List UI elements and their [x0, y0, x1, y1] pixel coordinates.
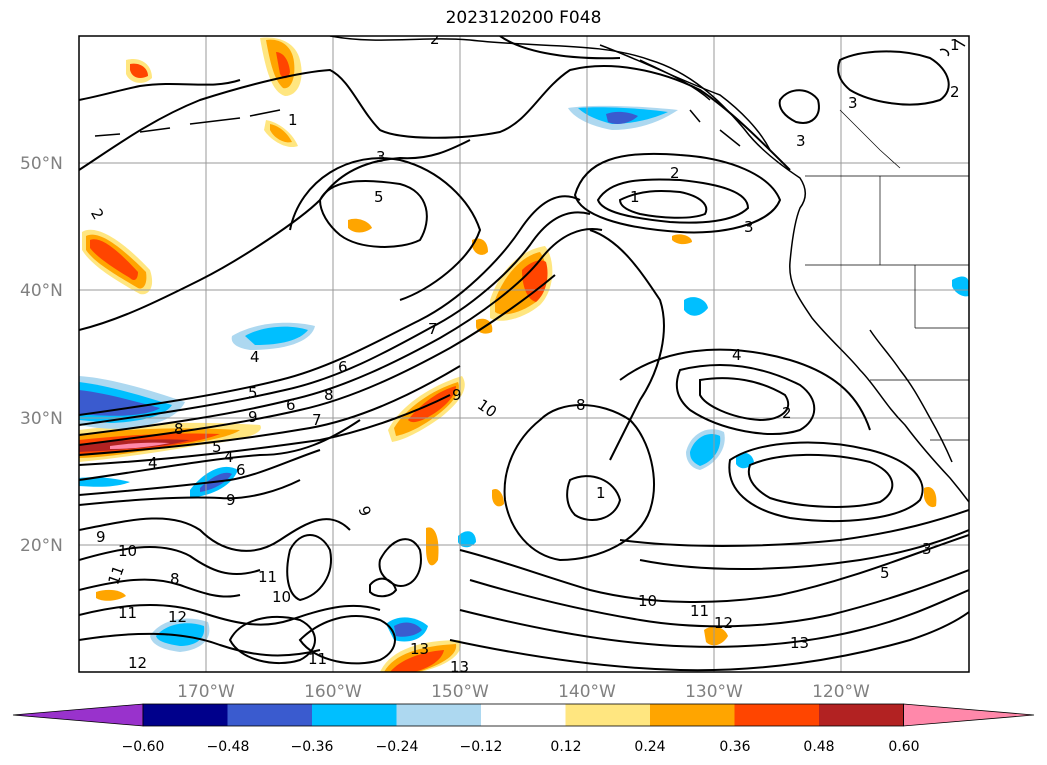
- contour-label: 10: [638, 592, 657, 610]
- contour-label: 1: [288, 111, 298, 129]
- latitude-labels: 50°N 40°N 30°N 20°N: [20, 154, 63, 556]
- contour-label: 2: [430, 30, 440, 48]
- contour-label: 11: [308, 650, 327, 668]
- lat-label: 20°N: [20, 536, 63, 556]
- contour-label: 10: [118, 542, 137, 560]
- lat-label: 30°N: [20, 409, 63, 429]
- contour-label: 3: [796, 132, 806, 150]
- colorbar-segment: [565, 704, 651, 726]
- contour-label: 8: [170, 570, 180, 588]
- contour-label: 2: [782, 404, 792, 422]
- longitude-labels: 170°W 160°W 150°W 140°W 130°W 120°W: [177, 682, 870, 702]
- contour-label: 2: [670, 164, 680, 182]
- contour-label: 6: [236, 461, 246, 479]
- contour-label: 5: [248, 384, 258, 402]
- contour-label: 3: [922, 540, 932, 558]
- contour-label: 8: [324, 386, 334, 404]
- contour-label: 9: [355, 504, 375, 519]
- contour-label: 5: [212, 438, 222, 456]
- shading-layer: [79, 37, 969, 672]
- contour-label: 7: [312, 411, 322, 429]
- contour-label: 3: [744, 218, 754, 236]
- contour-label: 10: [474, 396, 500, 422]
- contour-label: 9: [248, 408, 258, 426]
- contour-label: 13: [790, 634, 809, 652]
- colorbar-tick: −0.12: [460, 739, 503, 755]
- colorbar: [12, 703, 1035, 727]
- colorbar-segment: [227, 704, 313, 726]
- map-area: 2 3 5 1 2 3 3 3 2 1 2 1 7 6 4 5 8 6 9 10…: [79, 30, 969, 676]
- contour-labels: 2 3 5 1 2 3 3 3 2 1 2 1 7 6 4 5 8 6 9 10…: [87, 30, 960, 676]
- colorbar-tick: −0.48: [207, 739, 250, 755]
- lon-label: 160°W: [304, 682, 362, 702]
- contour-label: 5: [374, 188, 384, 206]
- colorbar-tick: −0.24: [376, 739, 419, 755]
- lon-label: 130°W: [685, 682, 743, 702]
- contour-label: 4: [224, 448, 234, 466]
- contour-label: 1: [630, 188, 640, 206]
- colorbar-segment: [481, 704, 566, 726]
- contour-label: 1: [596, 484, 606, 502]
- lat-label: 40°N: [20, 281, 63, 301]
- colorbar-tick-labels: −0.60 −0.48 −0.36 −0.24 −0.12 0.12 0.24 …: [122, 739, 920, 755]
- contour-label: 2: [87, 206, 107, 223]
- lon-label: 150°W: [431, 682, 489, 702]
- contour-label: 9: [96, 528, 106, 546]
- colorbar-tick: 0.60: [888, 739, 919, 755]
- contour-label: 6: [338, 358, 348, 376]
- contour-label: 12: [714, 614, 733, 632]
- colorbar-tick: −0.36: [291, 739, 334, 755]
- contour-label: 13: [410, 640, 429, 658]
- contour-label: 13: [450, 658, 469, 676]
- colorbar-tick: 0.48: [803, 739, 834, 755]
- contour-label: 3: [376, 148, 386, 166]
- contour-label: 2: [950, 83, 960, 101]
- colorbar-extend-right: [903, 703, 1035, 727]
- contour-label: 11: [118, 604, 137, 622]
- contour-label: 6: [286, 396, 296, 414]
- contour-label: 9: [452, 386, 462, 404]
- contour-label: 5: [880, 564, 890, 582]
- colorbar-segment: [819, 704, 904, 726]
- contour-label: 3: [848, 94, 858, 112]
- contour-label: 4: [732, 346, 742, 364]
- lon-label: 140°W: [558, 682, 616, 702]
- political-borders: [805, 109, 969, 441]
- contour-label: 7: [428, 320, 438, 338]
- colorbar-segment: [650, 704, 735, 726]
- contour-label: 4: [250, 348, 260, 366]
- map-frame: [78, 35, 970, 673]
- lon-label: 120°W: [812, 682, 870, 702]
- lat-label: 50°N: [20, 154, 63, 174]
- colorbar-segment: [734, 704, 820, 726]
- contour-label: 11: [258, 568, 277, 586]
- contour-label: 12: [168, 608, 187, 626]
- contour-label: 9: [226, 491, 236, 509]
- colorbar-segment: [312, 704, 397, 726]
- gridlines: [79, 36, 969, 672]
- contour-label: 8: [174, 420, 184, 438]
- map-title: 2023120200 F048: [445, 8, 602, 28]
- colorbar-frame: [142, 703, 904, 727]
- colorbar-tick: 0.36: [719, 739, 750, 755]
- contour-lines: [79, 36, 969, 672]
- contour-label: 8: [576, 396, 586, 414]
- colorbar-segment: [396, 704, 482, 726]
- contour-label: 11: [690, 602, 709, 620]
- contour-label: 1: [950, 36, 960, 54]
- contour-label: 10: [272, 588, 291, 606]
- contour-label: 12: [128, 654, 147, 672]
- colorbar-extend-left: [12, 703, 144, 727]
- contour-label: 4: [148, 454, 158, 472]
- colorbar-segment: [143, 704, 228, 726]
- colorbar-tick: 0.24: [634, 739, 665, 755]
- colorbar-tick: 0.12: [550, 739, 581, 755]
- contour-label: 11: [104, 563, 127, 587]
- lon-label: 170°W: [177, 682, 235, 702]
- colorbar-tick: −0.60: [122, 739, 165, 755]
